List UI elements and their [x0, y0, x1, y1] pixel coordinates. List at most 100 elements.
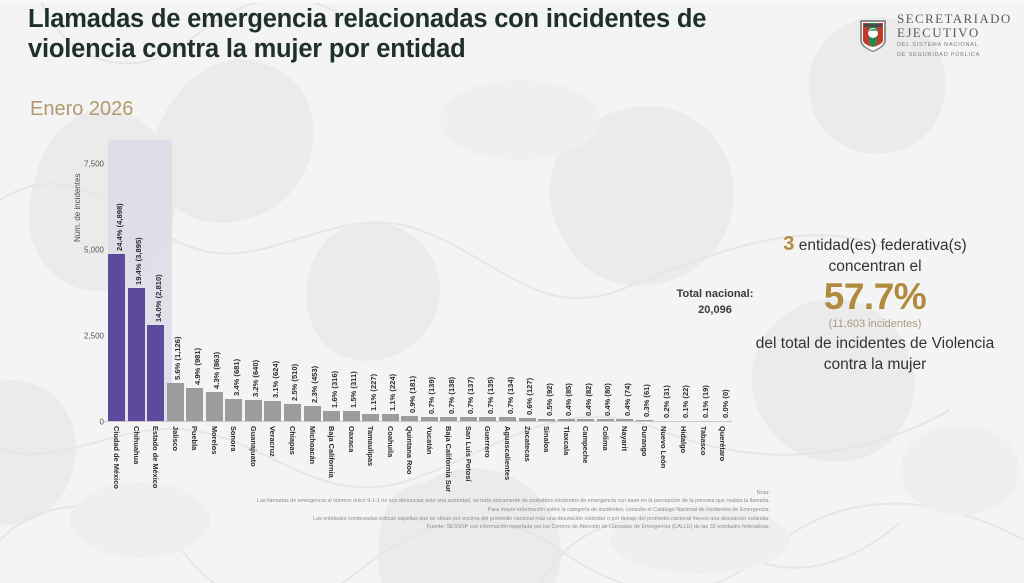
- x-axis-category-text: Veracruz: [268, 426, 278, 457]
- bar-value-label: 0.0% (0): [720, 389, 730, 419]
- bar[interactable]: [557, 419, 575, 422]
- bar-column[interactable]: 24.4% (4,898) Ciudad de México: [108, 140, 125, 489]
- x-axis-category-text: Tlaxcala: [561, 426, 571, 456]
- bar[interactable]: [479, 417, 497, 422]
- x-axis-category-text: Guerrero: [483, 426, 493, 458]
- x-axis-category-label: Durango: [636, 426, 653, 456]
- bar[interactable]: [108, 253, 125, 422]
- x-axis-category-text: Baja California: [327, 426, 337, 478]
- bar-column[interactable]: 0.4% (82) Campeche: [577, 140, 595, 463]
- bar[interactable]: [538, 418, 556, 422]
- bar-column[interactable]: 0.1% (19) Tabasco: [694, 140, 712, 455]
- bar[interactable]: [205, 392, 223, 422]
- bar-column[interactable]: 0.4% (80) Colima: [596, 140, 614, 451]
- bar-column[interactable]: 0.7% (134) Aguascalientes: [499, 140, 516, 480]
- bar-column[interactable]: 1.5% (311) Oaxaca: [342, 140, 360, 452]
- bar[interactable]: [362, 414, 380, 422]
- bar-value-label: 19.4% (3,895): [134, 237, 144, 286]
- x-axis-category-text: Tabasco: [698, 426, 708, 456]
- bar-column[interactable]: 0.7% (139) Yucatán: [420, 140, 438, 454]
- x-axis-category-label: Sonora: [225, 426, 242, 451]
- bar-column[interactable]: 1.6% (316) Baja California: [323, 140, 341, 478]
- x-axis-category-label: Tabasco: [695, 426, 712, 455]
- bar-column[interactable]: 0.9% (181) Quintana Roo: [401, 140, 419, 474]
- bar-column[interactable]: 0.5% (92) Sinaloa: [538, 140, 556, 452]
- logo-line-1: SECRETARIADO: [897, 11, 1012, 26]
- bar-column[interactable]: 0.7% (138) Baja California Sur: [440, 140, 458, 492]
- bar-column[interactable]: 3.1% (624) Veracruz: [264, 140, 282, 457]
- plot-area: 24.4% (4,898) Ciudad de México 19.4% (3,89…: [108, 140, 732, 492]
- bar[interactable]: [440, 417, 458, 422]
- bar[interactable]: [283, 404, 301, 422]
- bar-value-label: 0.9% (181): [407, 375, 417, 413]
- footnote-title: Nota:: [756, 490, 770, 496]
- summary-line-1: 3 entidad(es) federativa(s): [735, 232, 1015, 257]
- x-axis-category-label: Ciudad de México: [108, 426, 125, 489]
- summary-panel: 3 entidad(es) federativa(s) concentran e…: [735, 232, 1015, 375]
- bar[interactable]: [186, 388, 204, 422]
- bar-value-label: 24.4% (4,898): [114, 202, 124, 251]
- bar[interactable]: [166, 383, 184, 422]
- x-axis-category-text: Chiapas: [287, 426, 297, 455]
- x-axis-category-label: Baja California Sur: [440, 426, 457, 492]
- bar-value-label: 1.1% (227): [368, 374, 378, 412]
- bar-column[interactable]: 14.0% (2,810) Estado de México: [147, 140, 165, 488]
- x-axis-category-label: Tamaulipas: [362, 426, 379, 466]
- summary-incidents: (11,603 incidentes): [828, 318, 922, 331]
- footnote-line: Para mayor información sobre la categorí…: [487, 506, 770, 513]
- bar[interactable]: [342, 411, 360, 422]
- bar[interactable]: [420, 417, 438, 422]
- bar-column[interactable]: 3.4% (681) Sonora: [225, 140, 243, 451]
- bar-column[interactable]: 2.3% (453) Michoacán: [303, 140, 321, 464]
- bar[interactable]: [147, 325, 165, 422]
- bar-column[interactable]: 0.4% (85) Tlaxcala: [557, 140, 575, 455]
- bar-column[interactable]: 1.1% (227) Tamaulipas: [362, 140, 380, 466]
- bar[interactable]: [244, 400, 262, 422]
- bar[interactable]: [616, 419, 634, 422]
- bar[interactable]: [225, 398, 243, 422]
- bar-column[interactable]: 0.2% (31) Nuevo León: [655, 140, 673, 468]
- organization-logo: SECRETARIADO EJECUTIVO DEL SISTEMA NACIO…: [858, 12, 1012, 60]
- bar[interactable]: [303, 406, 321, 422]
- bar[interactable]: [518, 417, 536, 422]
- x-axis-category-label: Baja California: [323, 426, 340, 478]
- bar-column[interactable]: 0.4% (74) Nayarit: [616, 140, 634, 451]
- bar-column[interactable]: 19.4% (3,895) Chihuahua: [127, 140, 145, 464]
- bar-column[interactable]: 2.5% (510) Chiapas: [283, 140, 301, 455]
- bar-column[interactable]: 0.6% (127) Zacatecas: [518, 140, 536, 462]
- x-axis-category-text: Tamaulipas: [366, 426, 376, 467]
- bar[interactable]: [577, 419, 595, 422]
- x-axis-category-label: Michoacán: [304, 426, 321, 464]
- bar[interactable]: [635, 419, 653, 422]
- bar-column[interactable]: 4.9% (981) Puebla: [186, 140, 204, 450]
- bar-column[interactable]: 5.6% (1,126) Jalisco: [166, 140, 184, 451]
- bar[interactable]: [401, 415, 419, 422]
- bar-value-label: 3.4% (681): [231, 358, 241, 396]
- x-axis-category-label: Guanajuato: [245, 426, 262, 467]
- footnote-line: Las llamadas de emergencia al número úni…: [256, 498, 770, 504]
- bar-column[interactable]: 1.1% (224) Coahuila: [381, 140, 399, 457]
- x-axis-category-text: Yucatán: [424, 426, 434, 455]
- bar-column[interactable]: 3.2% (640) Guanajuato: [244, 140, 262, 467]
- bar-value-label: 0.5% (92): [544, 382, 554, 416]
- bar-column[interactable]: 0.7% (135) Guerrero: [479, 140, 497, 458]
- bar-column[interactable]: 4.3% (863) Morelos: [205, 140, 223, 454]
- bar[interactable]: [381, 414, 399, 422]
- logo-line-2: EJECUTIVO: [897, 24, 980, 40]
- bar[interactable]: [127, 288, 145, 422]
- bar[interactable]: [459, 417, 477, 422]
- bar[interactable]: [323, 411, 341, 422]
- bar-column[interactable]: 0.0% (0) Querétaro: [714, 140, 732, 461]
- bar-column[interactable]: 0.1% (22) Hidalgo: [674, 140, 692, 453]
- bar[interactable]: [596, 419, 614, 422]
- bar[interactable]: [499, 417, 516, 422]
- bar-column[interactable]: 0.7% (137) San Luis Potosí: [459, 140, 477, 481]
- summary-entity-count: 3: [783, 233, 795, 255]
- y-axis-ticks: 0 2,500 5,000 7,500: [70, 140, 104, 427]
- bar[interactable]: [264, 400, 282, 422]
- x-axis-category-text: Michoacán: [307, 426, 317, 465]
- bar-value-label: 2.5% (510): [290, 364, 300, 402]
- bar-column[interactable]: 0.3% (61) Durango: [635, 140, 653, 456]
- y-axis-tick: 5,000: [83, 245, 104, 255]
